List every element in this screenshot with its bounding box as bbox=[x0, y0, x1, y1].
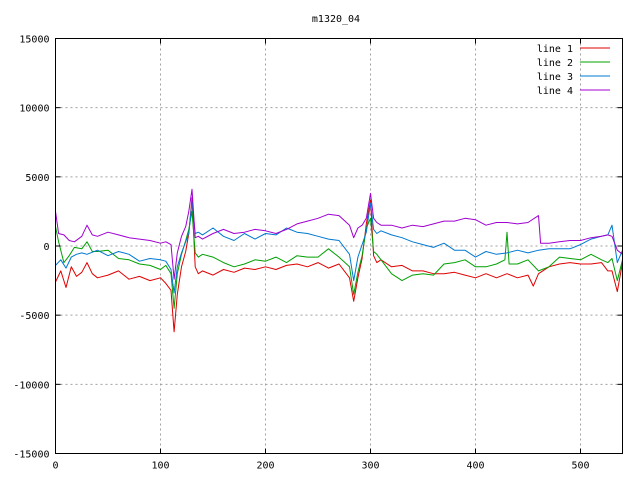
series-line-3 bbox=[55, 201, 623, 294]
x-tick-label: 100 bbox=[151, 461, 169, 472]
x-tick-label: 200 bbox=[256, 461, 274, 472]
series-line-4 bbox=[55, 188, 623, 280]
legend-label: line 4 bbox=[537, 86, 573, 97]
legend-label: line 2 bbox=[537, 58, 573, 69]
legend-label: line 1 bbox=[537, 44, 573, 55]
y-tick-label: -10000 bbox=[13, 380, 49, 391]
series-layer bbox=[55, 188, 623, 333]
x-tick-label: 300 bbox=[361, 461, 379, 472]
series-line-2 bbox=[55, 210, 623, 309]
y-tick-label: 0 bbox=[43, 242, 49, 253]
y-tick-label: -5000 bbox=[19, 311, 49, 322]
axis-ticks: 0 100 200 300 400 500 -15000 -10000 -5000 0 5000 10… bbox=[13, 35, 623, 472]
x-tick-label: 0 bbox=[52, 461, 58, 472]
y-tick-label: 10000 bbox=[19, 104, 49, 115]
legend-label: line 3 bbox=[537, 72, 573, 83]
chart-title: m1320_04 bbox=[312, 14, 360, 25]
y-tick-label: 15000 bbox=[19, 35, 49, 46]
series-line-1 bbox=[55, 197, 623, 333]
legend: line 1 line 2 line 3 line 4 bbox=[537, 44, 610, 97]
x-tick-label: 500 bbox=[571, 461, 589, 472]
y-tick-label: 5000 bbox=[25, 173, 49, 184]
y-tick-label: -15000 bbox=[13, 450, 49, 461]
x-tick-label: 400 bbox=[466, 461, 484, 472]
grid bbox=[55, 38, 623, 454]
